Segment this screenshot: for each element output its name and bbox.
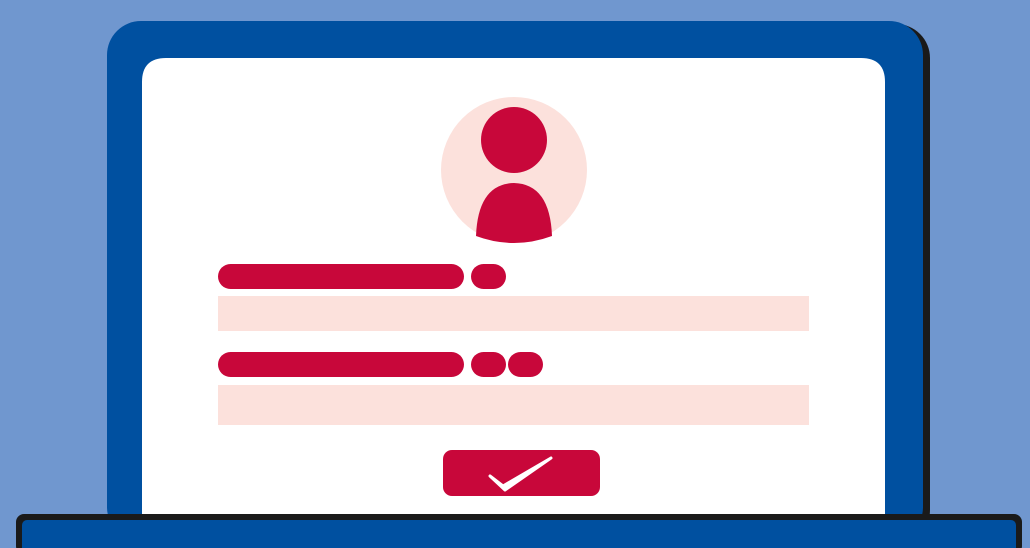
label-placeholder — [218, 352, 464, 377]
label-placeholder — [471, 264, 506, 289]
page — [0, 0, 1030, 548]
input-field[interactable] — [218, 385, 809, 425]
laptop-base — [22, 520, 1016, 548]
label-placeholder — [471, 352, 506, 377]
avatar-head — [481, 107, 547, 173]
illustration — [0, 0, 1030, 548]
label-placeholder — [218, 264, 464, 289]
submit-button[interactable] — [443, 450, 600, 496]
button-background — [443, 450, 600, 496]
input-field[interactable] — [218, 296, 809, 331]
label-placeholder — [508, 352, 543, 377]
